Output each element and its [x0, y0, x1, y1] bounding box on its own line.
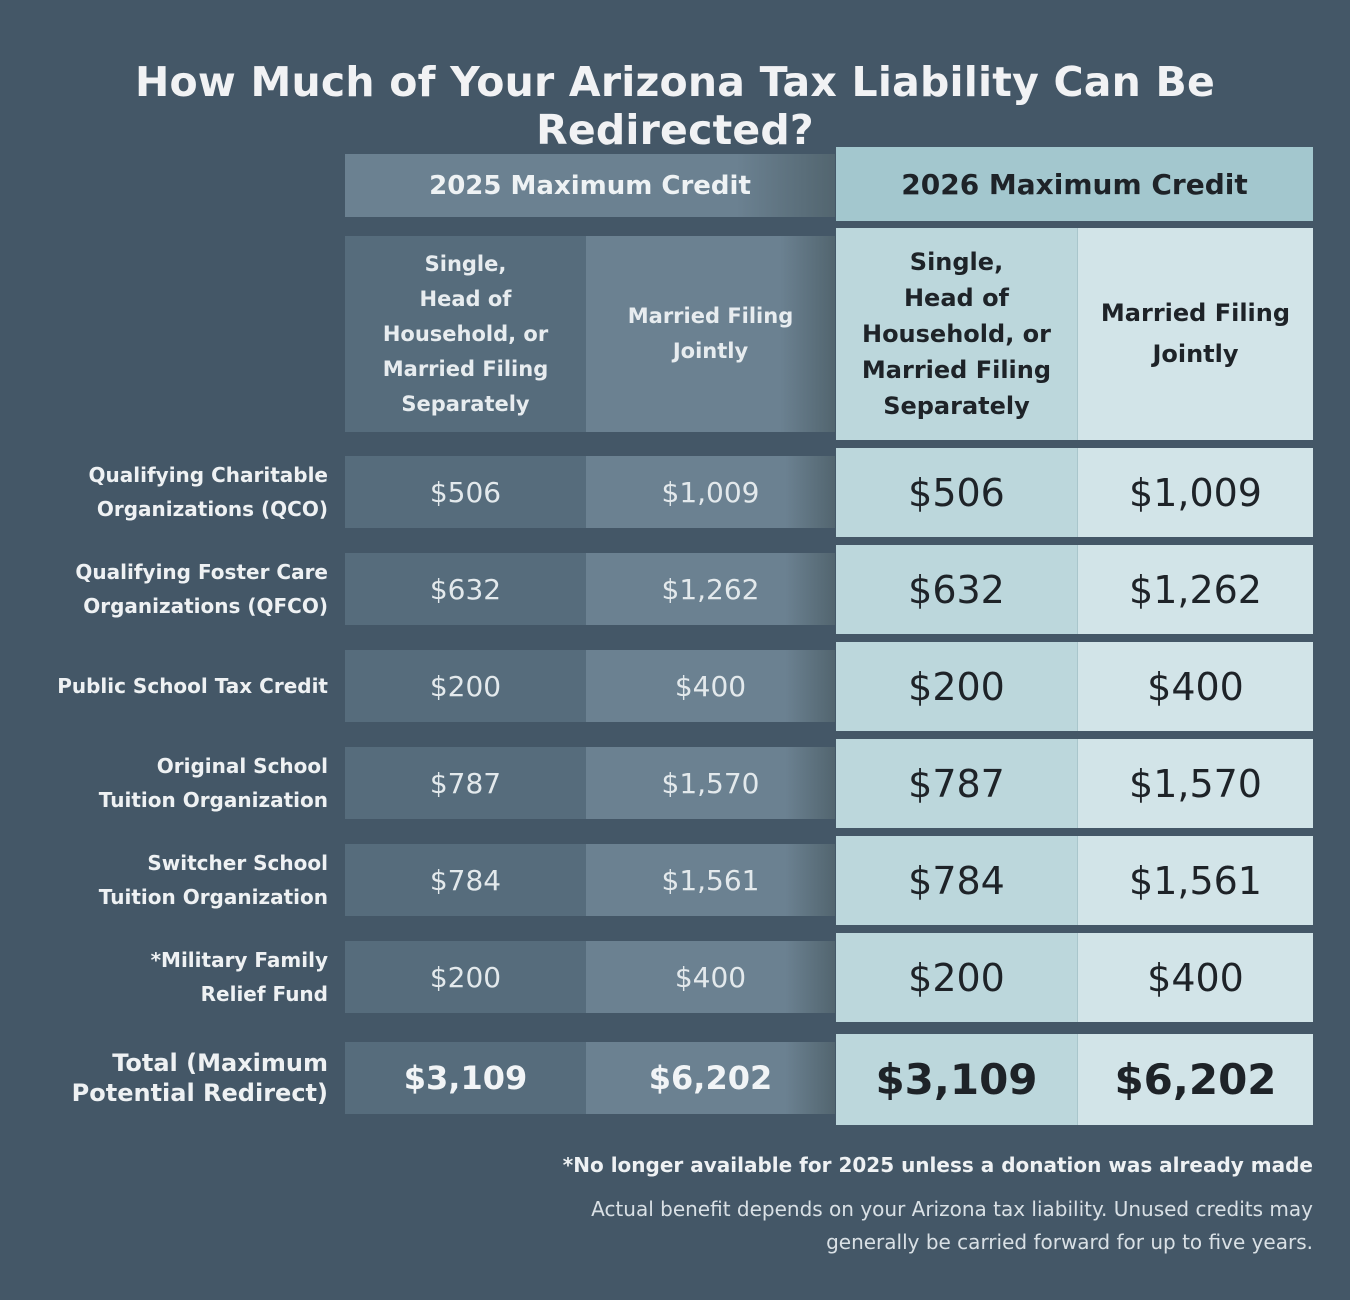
- subheader-2026-married: Married Filing Jointly: [1077, 228, 1313, 440]
- row-label: Switcher School Tuition Organization: [98, 851, 328, 909]
- row-label: Original School Tuition Organization: [98, 754, 328, 812]
- row-label: *Military Family Relief Fund: [150, 948, 328, 1006]
- value-cell-2026-married: $400: [1077, 933, 1313, 1022]
- header-2025: 2025 Maximum Credit: [345, 154, 835, 217]
- value-cell-2025-married: $1,561: [586, 844, 835, 916]
- value-cell-2025-married: $1,262: [586, 553, 835, 625]
- value-cell-2026-single: $632: [836, 545, 1077, 634]
- value-cell-2025-single: $200: [345, 650, 586, 722]
- total-row-label: Total (Maximum Potential Redirect): [71, 1049, 328, 1107]
- total-cell-2026-married: $6,202: [1077, 1034, 1313, 1125]
- row-label: Public School Tax Credit: [57, 674, 328, 698]
- row-label: Qualifying Foster Care Organizations (QFC…: [75, 560, 328, 618]
- page-title: How Much of Your Arizona Tax Liability C…: [135, 58, 1215, 154]
- value-cell-2026-single: $787: [836, 739, 1077, 828]
- value-cell-2026-single: $784: [836, 836, 1077, 925]
- footnote-disclaimer: Actual benefit depends on your Arizona t…: [591, 1197, 1313, 1254]
- value-cell-2026-married: $1,570: [1077, 739, 1313, 828]
- value-cell-2025-single: $200: [345, 941, 586, 1013]
- value-cell-2025-single: $632: [345, 553, 586, 625]
- value-cell-2026-married: $400: [1077, 642, 1313, 731]
- total-cell-2025-married: $6,202: [586, 1042, 835, 1114]
- total-cell-2026-single: $3,109: [836, 1034, 1077, 1125]
- value-cell-2025-single: $784: [345, 844, 586, 916]
- value-cell-2025-single: $506: [345, 456, 586, 528]
- subheader-2025-single: Single, Head of Household, or Married Filin…: [345, 236, 586, 432]
- header-2026: 2026 Maximum Credit: [836, 147, 1313, 221]
- value-cell-2025-married: $400: [586, 941, 835, 1013]
- value-cell-2026-single: $506: [836, 448, 1077, 537]
- value-cell-2025-married: $400: [586, 650, 835, 722]
- subheader-2025-married: Married Filing Jointly: [586, 236, 835, 432]
- total-cell-2025-single: $3,109: [345, 1042, 586, 1114]
- value-cell-2025-married: $1,009: [586, 456, 835, 528]
- value-cell-2026-single: $200: [836, 933, 1077, 1022]
- value-cell-2025-single: $787: [345, 747, 586, 819]
- value-cell-2026-married: $1,262: [1077, 545, 1313, 634]
- footnote-availability: *No longer available for 2025 unless a d…: [562, 1153, 1313, 1177]
- value-cell-2026-single: $200: [836, 642, 1077, 731]
- subheader-2026-single: Single, Head of Household, or Married Filin…: [836, 228, 1077, 440]
- row-label: Qualifying Charitable Organizations (QCO): [88, 463, 328, 521]
- value-cell-2026-married: $1,561: [1077, 836, 1313, 925]
- value-cell-2025-married: $1,570: [586, 747, 835, 819]
- value-cell-2026-married: $1,009: [1077, 448, 1313, 537]
